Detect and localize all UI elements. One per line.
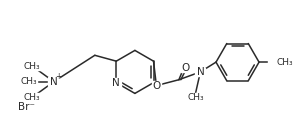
Bar [196,67,205,76]
Text: Br⁻: Br⁻ [18,102,35,112]
Text: N: N [50,77,58,87]
Bar [112,78,121,87]
Bar [187,93,204,102]
Bar [20,77,37,86]
Bar [268,58,286,67]
Text: CH₃: CH₃ [20,77,37,86]
Bar [181,64,191,72]
Text: CH₃: CH₃ [277,58,293,67]
Text: CH₃: CH₃ [24,62,41,71]
Bar [24,62,41,70]
Text: +: + [55,72,62,81]
Bar [24,93,41,102]
Text: CH₃: CH₃ [24,93,41,102]
Text: O: O [182,63,190,73]
Text: CH₃: CH₃ [187,93,204,102]
Bar [48,77,59,86]
Text: N: N [196,67,204,77]
Text: O: O [152,81,160,91]
Bar [152,81,161,90]
Text: N: N [112,78,120,88]
